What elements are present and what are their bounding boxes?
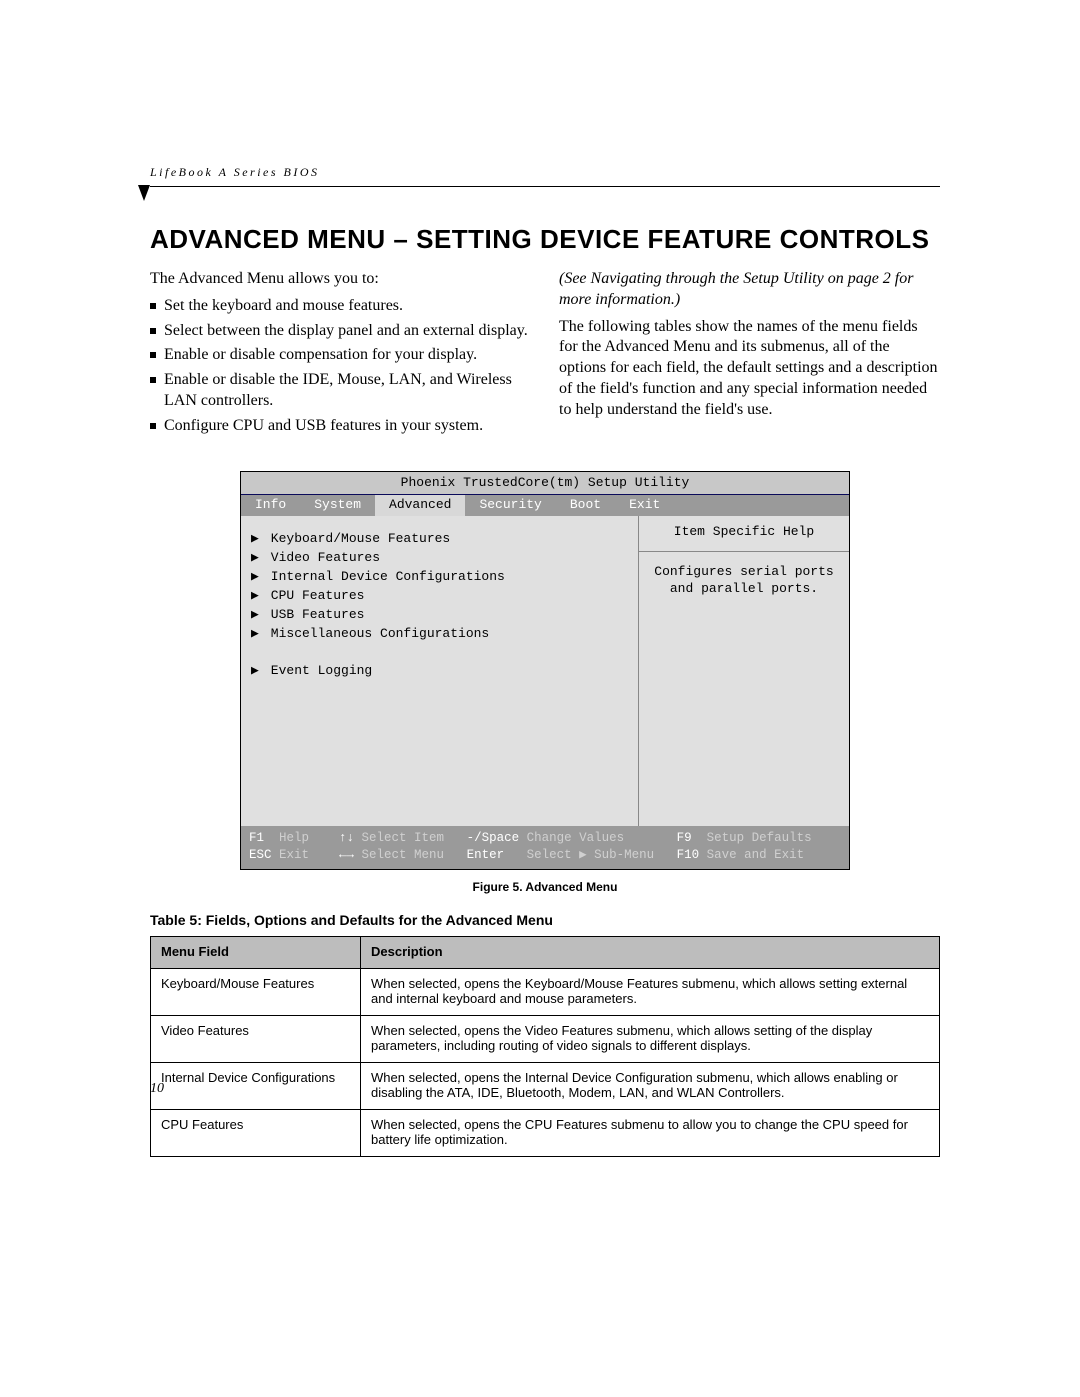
table-row: Keyboard/Mouse FeaturesWhen selected, op…: [151, 968, 940, 1015]
bios-menu-item: ▶ USB Features: [251, 606, 628, 625]
bios-menu-item: ▶ CPU Features: [251, 587, 628, 606]
table-header-desc: Description: [361, 936, 940, 968]
figure-caption: Figure 5. Advanced Menu: [150, 880, 940, 894]
bios-tab-boot: Boot: [556, 495, 615, 516]
see-reference: (See Navigating through the Setup Utilit…: [559, 269, 940, 311]
bios-help-body: Configures serial ports and parallel por…: [639, 552, 849, 610]
table-cell-field: Keyboard/Mouse Features: [151, 968, 361, 1015]
bios-help-panel: Item Specific Help Configures serial por…: [639, 516, 849, 826]
table-cell-desc: When selected, opens the CPU Features su…: [361, 1109, 940, 1156]
bios-tabs: InfoSystemAdvancedSecurityBootExit: [241, 495, 849, 516]
header-divider: [150, 186, 940, 204]
bios-title: Phoenix TrustedCore(tm) Setup Utility: [241, 472, 849, 496]
table-cell-field: Internal Device Configurations: [151, 1062, 361, 1109]
bios-tab-exit: Exit: [615, 495, 674, 516]
table-title: Table 5: Fields, Options and Defaults fo…: [150, 912, 940, 928]
table-row: Video FeaturesWhen selected, opens the V…: [151, 1015, 940, 1062]
bios-help-title: Item Specific Help: [639, 516, 849, 552]
fields-table: Menu Field Description Keyboard/Mouse Fe…: [150, 936, 940, 1157]
table-cell-field: Video Features: [151, 1015, 361, 1062]
bios-menu-item: ▶ Miscellaneous Configurations: [251, 625, 628, 644]
left-column: The Advanced Menu allows you to: Set the…: [150, 269, 531, 441]
bios-tab-advanced: Advanced: [375, 495, 465, 516]
bios-menu-item: ▶ Video Features: [251, 549, 628, 568]
bios-tab-system: System: [300, 495, 375, 516]
page-title: ADVANCED MENU – SETTING DEVICE FEATURE C…: [150, 224, 940, 255]
bios-tab-security: Security: [465, 495, 555, 516]
bios-menu-item: ▶ Internal Device Configurations: [251, 568, 628, 587]
table-header-field: Menu Field: [151, 936, 361, 968]
table-cell-desc: When selected, opens the Keyboard/Mouse …: [361, 968, 940, 1015]
table-row: Internal Device ConfigurationsWhen selec…: [151, 1062, 940, 1109]
bullet-item: Configure CPU and USB features in your s…: [150, 416, 531, 437]
bullet-item: Select between the display panel and an …: [150, 321, 531, 342]
page-number: 10: [150, 1081, 164, 1097]
bullet-item: Set the keyboard and mouse features.: [150, 296, 531, 317]
bullet-item: Enable or disable compensation for your …: [150, 345, 531, 366]
intro-text: The Advanced Menu allows you to:: [150, 269, 531, 290]
table-cell-field: CPU Features: [151, 1109, 361, 1156]
bios-menu-item: ▶ Event Logging: [251, 662, 628, 681]
bios-tab-info: Info: [241, 495, 300, 516]
bios-menu-list: ▶ Keyboard/Mouse Features▶ Video Feature…: [241, 516, 639, 826]
header-series-label: LifeBook A Series BIOS: [150, 165, 940, 180]
right-column: (See Navigating through the Setup Utilit…: [559, 269, 940, 441]
bios-menu-item: ▶ Keyboard/Mouse Features: [251, 530, 628, 549]
tables-description: The following tables show the names of t…: [559, 317, 940, 421]
feature-bullets: Set the keyboard and mouse features. Sel…: [150, 296, 531, 437]
table-cell-desc: When selected, opens the Internal Device…: [361, 1062, 940, 1109]
table-row: CPU FeaturesWhen selected, opens the CPU…: [151, 1109, 940, 1156]
bios-screenshot: Phoenix TrustedCore(tm) Setup Utility In…: [240, 471, 850, 870]
table-cell-desc: When selected, opens the Video Features …: [361, 1015, 940, 1062]
bios-footer: F1 Help ↑↓ Select Item -/Space Change Va…: [241, 826, 849, 869]
bullet-item: Enable or disable the IDE, Mouse, LAN, a…: [150, 370, 531, 412]
